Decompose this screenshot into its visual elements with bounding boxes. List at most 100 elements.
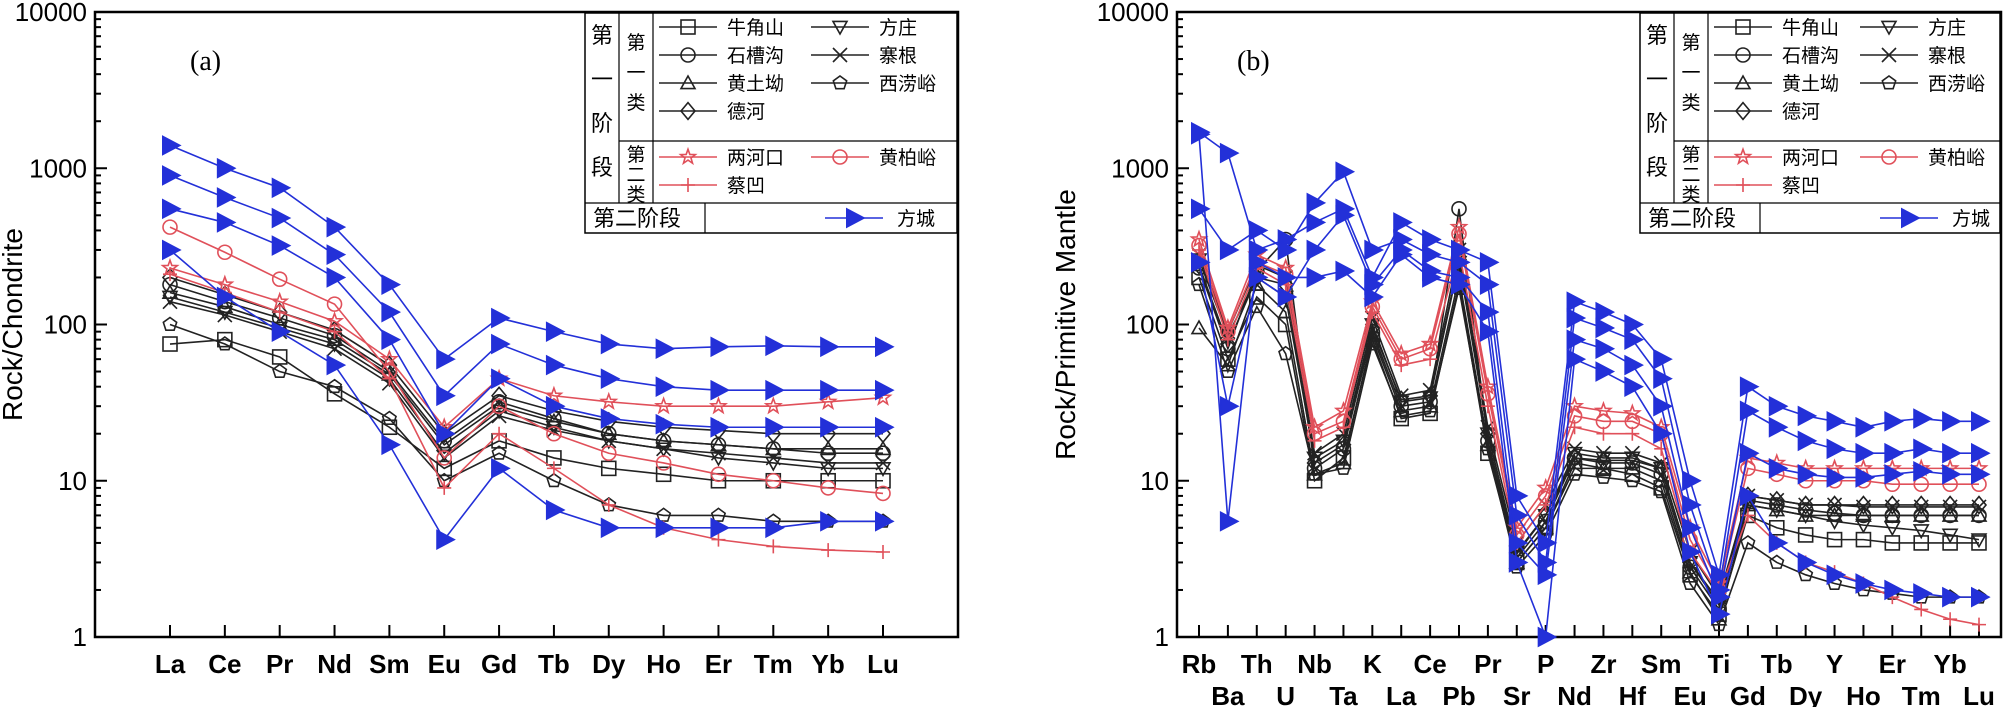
data-point	[1970, 533, 1988, 549]
series-line	[1198, 259, 1980, 607]
series-line	[169, 300, 883, 464]
data-point	[1451, 274, 1471, 295]
data-point	[1567, 420, 1582, 435]
x-tick-label-Yb: Yb	[1933, 649, 1966, 679]
y-axis-title: Rock/Primitive Mantle	[1050, 189, 1081, 460]
data-point	[1912, 524, 1930, 540]
data-point	[765, 450, 781, 466]
x-tick-label-Lu: Lu	[867, 649, 899, 679]
data-point	[710, 507, 727, 522]
x-tick-label-Pr: Pr	[266, 649, 293, 679]
data-point	[1768, 497, 1785, 513]
data-point	[1595, 338, 1616, 360]
data-point	[710, 517, 731, 539]
data-point	[600, 445, 617, 462]
data-point	[490, 397, 508, 413]
series-两河口	[160, 257, 893, 436]
data-point	[546, 425, 562, 442]
data-point	[271, 271, 288, 287]
data-point	[1422, 267, 1442, 288]
chart-panel-a: 1 10 100 1000 10000 La Ce Pr Nd Sm Eu Gd Tb Dy Ho Er Tm Y…	[0, 0, 960, 679]
data-point	[1219, 395, 1240, 417]
data-point	[1248, 220, 1269, 241]
x-tick-label-Gd: Gd	[481, 649, 517, 679]
data-point	[216, 286, 237, 308]
x-tick-label-Dy: Dy	[592, 649, 626, 679]
legend-stage1-label: 段	[1646, 156, 1668, 181]
data-point	[1306, 267, 1327, 288]
data-point	[1248, 239, 1269, 261]
series-line	[1198, 134, 1979, 638]
data-point	[1826, 505, 1843, 521]
series-line	[1198, 131, 1979, 576]
legend-class1-label: 第	[626, 32, 645, 54]
data-point	[1189, 229, 1209, 248]
data-point	[1855, 495, 1872, 515]
data-point	[217, 244, 233, 261]
legend-class2-label: 类	[1681, 184, 1700, 206]
legend-marker-star	[678, 146, 698, 166]
data-point	[1306, 239, 1327, 261]
legend-marker-circle	[1881, 149, 1897, 165]
data-point	[216, 187, 237, 208]
data-point	[161, 283, 179, 300]
series-石槽沟	[162, 276, 891, 462]
data-point	[1365, 305, 1380, 320]
x-tick-label-Ho: Ho	[646, 649, 681, 679]
data-point	[1451, 226, 1467, 242]
data-point	[1942, 535, 1958, 551]
x-tick-label-P: P	[1537, 649, 1554, 679]
data-point	[1220, 363, 1236, 378]
series-方城	[162, 239, 895, 550]
data-point	[1624, 329, 1644, 350]
data-point	[1479, 321, 1500, 342]
data-point	[655, 455, 672, 471]
legend-item-label: 石槽沟	[1782, 45, 1839, 67]
data-point	[1942, 463, 1962, 485]
data-point	[1595, 301, 1616, 323]
data-point	[1191, 123, 1211, 145]
data-point	[1364, 286, 1384, 308]
data-point	[711, 532, 726, 547]
x-tick-label-Nd: Nd	[317, 649, 352, 679]
y-tick-label: 10000	[15, 0, 87, 27]
data-point	[324, 311, 345, 330]
data-point	[163, 267, 177, 282]
data-point	[1479, 274, 1500, 295]
data-point	[1797, 463, 1818, 485]
data-point	[1624, 354, 1644, 376]
series-line	[169, 323, 883, 523]
series-line	[169, 273, 884, 553]
legend-item-label: 牛角山	[1782, 17, 1839, 39]
data-point	[655, 517, 676, 539]
legend-item-label: 方城	[1952, 208, 1990, 230]
data-point	[600, 408, 621, 429]
data-point	[1797, 506, 1815, 522]
panel-label: (b)	[1237, 46, 1270, 77]
data-point	[600, 425, 618, 441]
y-axis-title: Rock/Chondrite	[0, 228, 28, 421]
legend-marker-triangle-right	[1901, 207, 1921, 229]
data-point	[710, 436, 727, 452]
legend-box	[1639, 12, 2001, 234]
series-方城	[1191, 121, 1991, 586]
data-point	[491, 398, 507, 414]
data-point	[1566, 348, 1587, 370]
data-point	[326, 330, 343, 347]
x-tick-label-Ti: Ti	[1708, 649, 1731, 679]
legend-item-label: 牛角山	[727, 17, 784, 39]
legend-class1-label: 一	[626, 62, 645, 84]
data-point	[216, 157, 237, 179]
data-point	[436, 385, 456, 407]
y-tick-label: 1	[73, 622, 87, 652]
x-tick-label-Yb: Yb	[812, 649, 845, 679]
legend-stage1-label: 一	[591, 68, 613, 93]
series-方城	[162, 198, 895, 445]
series-方城	[1191, 204, 1991, 608]
data-point	[1883, 506, 1901, 522]
data-point	[1884, 495, 1901, 515]
legend-marker-triangle-down	[1880, 20, 1898, 36]
legend-class2-label: 类	[626, 184, 645, 206]
